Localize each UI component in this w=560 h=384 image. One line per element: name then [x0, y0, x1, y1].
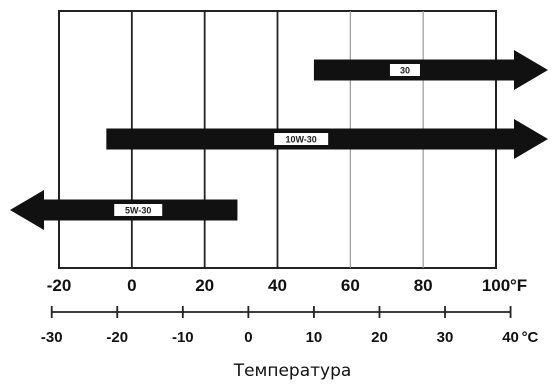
- range-bar-label: 5W-30: [125, 206, 151, 216]
- range-bar-label-box: [114, 204, 163, 216]
- celsius-unit: °C: [522, 329, 539, 346]
- fahrenheit-tick-label: 0: [127, 276, 136, 295]
- fahrenheit-ticks: -20 0 20 40 60 80 100: [47, 276, 510, 295]
- fahrenheit-tick-label: 100: [482, 276, 510, 295]
- range-bar-label: 10W-30: [285, 135, 316, 145]
- fahrenheit-tick-label: 40: [268, 276, 287, 295]
- range-bar-shape: [313, 50, 548, 90]
- celsius-axis: -30 -20 -10 0 10 20 30 40: [41, 306, 519, 346]
- fahrenheit-tick-label: 60: [341, 276, 360, 295]
- celsius-tick-label: 0: [244, 329, 252, 346]
- celsius-tick-label: -20: [106, 329, 128, 346]
- range-bars: 30 10W-30 5W-30: [10, 50, 548, 230]
- celsius-tick-label: 30: [437, 329, 454, 346]
- fahrenheit-tick-label: -20: [47, 276, 72, 295]
- range-bar-label: 30: [400, 66, 410, 76]
- range-bar-label-box: [274, 133, 329, 145]
- range-bar: 5W-30: [10, 190, 238, 230]
- fahrenheit-tick-label: 20: [195, 276, 214, 295]
- fahrenheit-tick-label: 80: [414, 276, 433, 295]
- x-axis-title: Температура: [233, 361, 352, 381]
- celsius-tick-label: -10: [172, 329, 194, 346]
- range-bar-label-box: [389, 64, 420, 76]
- range-bar: 30: [313, 50, 548, 90]
- fahrenheit-unit: °F: [510, 276, 527, 295]
- celsius-tick-label: 20: [371, 329, 388, 346]
- range-bar: 10W-30: [106, 119, 548, 159]
- celsius-tick-label: -30: [41, 329, 63, 346]
- celsius-tick-label: 40: [502, 329, 519, 346]
- celsius-tick-label: 10: [306, 329, 323, 346]
